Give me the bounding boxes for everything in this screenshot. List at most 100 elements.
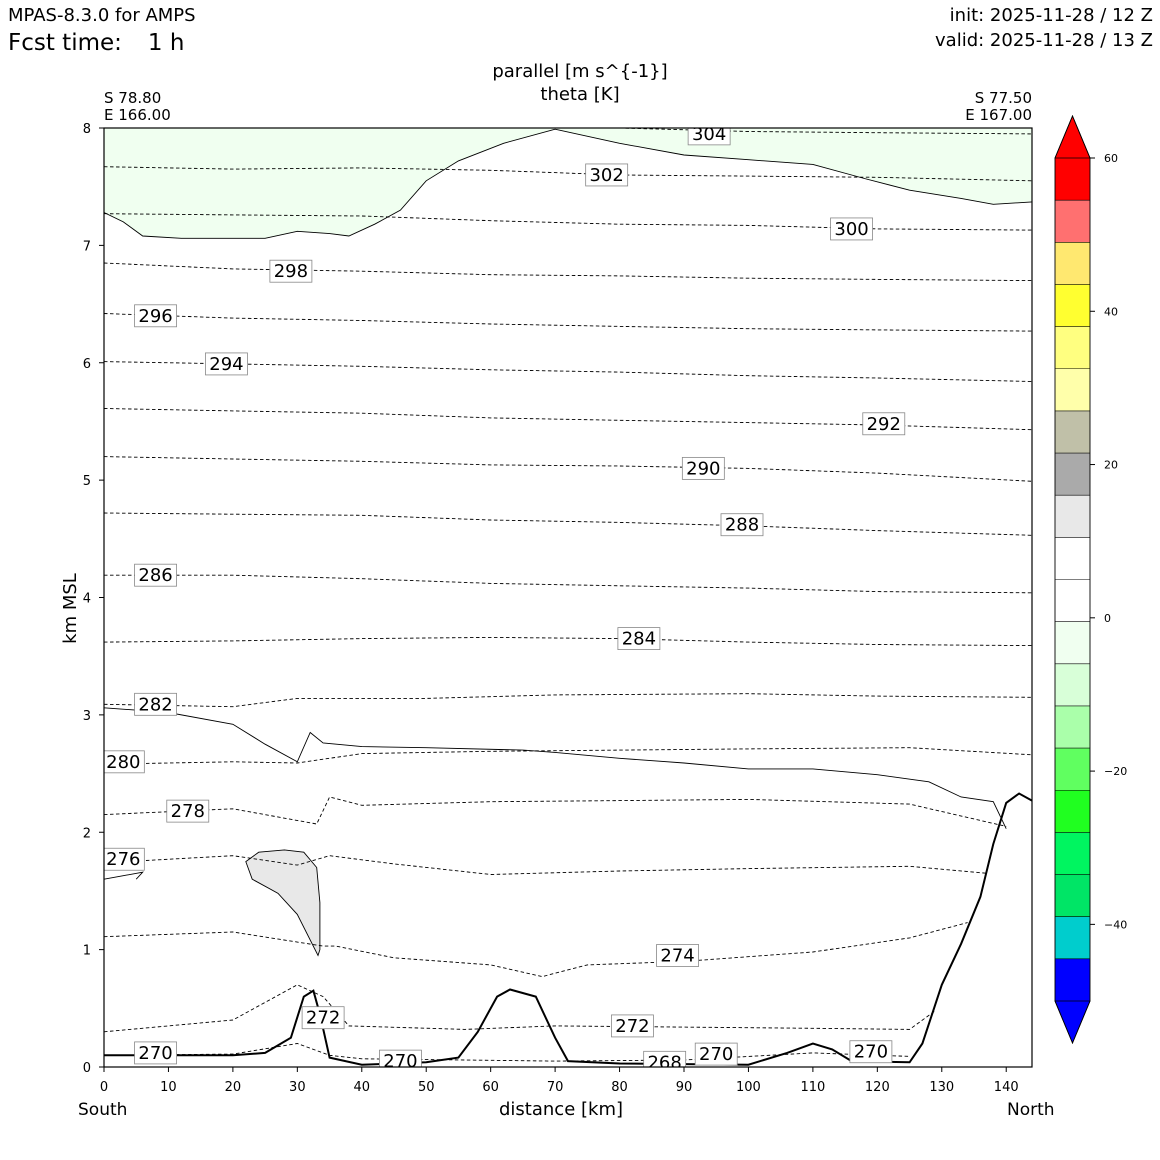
x-tick-label: 110	[800, 1080, 825, 1095]
contour-label-278: 278	[171, 801, 205, 822]
contour-label-296: 296	[138, 306, 172, 327]
colorbar-tick-label: −20	[1104, 765, 1127, 778]
contour-label-box-270	[134, 1041, 177, 1065]
shade-low-level-positive	[245, 849, 321, 957]
contour-label-294: 294	[209, 354, 243, 375]
contour-label-box-298	[269, 259, 313, 283]
colorbar-segment	[1055, 284, 1090, 327]
contour-label-box-292	[862, 412, 906, 436]
wind-contours	[104, 128, 1032, 880]
colorbar-segment	[1055, 242, 1090, 285]
y-tick-label: 2	[83, 826, 91, 841]
y-tick-label: 5	[83, 474, 91, 489]
x-tick-label: 10	[160, 1080, 177, 1095]
contour-label-268: 268	[647, 1052, 681, 1073]
colorbar-segment	[1055, 495, 1090, 538]
south-end-label: South	[78, 1100, 128, 1120]
theta-contour-298	[104, 262, 1032, 282]
colorbar-segment	[1055, 958, 1090, 1001]
shade-upper-negative	[104, 128, 1032, 239]
y-tick-label: 0	[83, 1061, 91, 1076]
contour-label-298: 298	[274, 261, 308, 282]
theta-contour-272	[104, 984, 936, 1033]
colorbar-segment	[1055, 663, 1090, 706]
contour-label-272: 272	[615, 1016, 649, 1037]
contour-label-box-288	[720, 513, 764, 537]
theta-contour-280	[104, 747, 1032, 765]
colorbar-tick-label: −40	[1104, 918, 1127, 931]
x-tick-label: 40	[354, 1080, 371, 1095]
contour-label-288: 288	[725, 515, 759, 536]
contour-label-292: 292	[867, 414, 901, 435]
contour-label-box-276	[104, 847, 145, 871]
contour-label-274: 274	[660, 945, 694, 966]
colorbar-extend-min	[1054, 1000, 1091, 1045]
contour-label-box-272	[301, 1006, 345, 1030]
contour-label-box-282	[134, 692, 177, 716]
contour-label-282: 282	[138, 694, 172, 715]
theta-contour-268	[619, 1063, 749, 1066]
colorbar-segment	[1055, 705, 1090, 749]
terrain-line	[104, 792, 1033, 1066]
colorbar-segment	[1055, 368, 1090, 411]
x-axis-label: distance [km]	[499, 1099, 623, 1120]
right-latitude: S 77.50	[974, 89, 1032, 107]
model-title: MPAS-8.3.0 for AMPS	[8, 5, 196, 26]
forecast-time-label: Fcst time:	[8, 30, 122, 56]
x-tick-label: 90	[676, 1080, 693, 1095]
contour-label-box-300	[830, 217, 873, 241]
plot-axes: 0 10 20 30 40 50 60 70 80 90 100 110 120 130 140 0 1 2 3 4 5…	[83, 122, 1033, 1095]
y-tick-label: 4	[83, 592, 91, 607]
colorbar-segment	[1055, 916, 1090, 959]
right-longitude: E 167.00	[965, 106, 1032, 124]
x-tick-label: 130	[929, 1080, 954, 1095]
theta-contour-276	[104, 855, 987, 875]
contour-label-box-280	[104, 750, 145, 774]
contour-label-box-302	[585, 163, 629, 187]
colorbar: −40 −20 0 20 40 60	[1054, 114, 1127, 1045]
y-tick-label: 7	[83, 239, 91, 254]
contour-label-box-272	[611, 1014, 654, 1038]
y-tick-label: 1	[83, 944, 91, 959]
theta-contour-282	[104, 693, 1032, 708]
colorbar-segment	[1055, 537, 1090, 580]
theta-contour-288	[104, 512, 1032, 536]
terrain-layer	[104, 792, 1033, 1066]
contour-label-box-278	[166, 799, 210, 823]
contour-label-290: 290	[686, 458, 720, 479]
x-tick-label: 140	[994, 1080, 1019, 1095]
contour-label-280: 280	[106, 752, 140, 773]
contour-label-box-270	[694, 1042, 738, 1066]
theta-contour-290	[104, 456, 1032, 482]
y-axis-label: km MSL	[59, 573, 81, 644]
contour-label-270: 270	[854, 1042, 888, 1063]
contour-label-270: 270	[699, 1044, 733, 1065]
y-tick-label: 8	[83, 122, 91, 137]
contour-label-300: 300	[834, 219, 868, 240]
colorbar-segment	[1055, 158, 1090, 201]
x-tick-label: 30	[289, 1080, 306, 1095]
contour-label-276: 276	[106, 849, 140, 870]
theta-contour-296	[104, 313, 1032, 332]
colorbar-segment	[1055, 790, 1090, 833]
valid-time: valid: 2025-11-28 / 13 Z	[935, 30, 1153, 51]
contour-label-302: 302	[589, 165, 623, 186]
theta-contour-286	[104, 574, 1032, 594]
colorbar-segment	[1055, 748, 1090, 791]
contour-label-box-270	[379, 1049, 422, 1067]
theta-contour-278	[104, 796, 1007, 827]
contour-label-box-284	[617, 627, 661, 650]
wind-contour-1	[104, 707, 1007, 829]
shaded-regions	[104, 128, 1032, 957]
forecast-time-value: 1 h	[147, 30, 185, 56]
colorbar-segment	[1055, 621, 1090, 664]
plot-title-theta: theta [K]	[540, 84, 620, 105]
left-longitude: E 166.00	[104, 106, 171, 124]
colorbar-tick-label: 60	[1104, 152, 1118, 165]
contour-label-270: 270	[383, 1051, 417, 1072]
theta-contour-294	[104, 361, 1032, 382]
colorbar-tick-label: 0	[1104, 612, 1111, 625]
x-tick-label: 70	[547, 1080, 564, 1095]
theta-contour-302	[104, 166, 1032, 182]
colorbar-segment	[1055, 326, 1090, 369]
